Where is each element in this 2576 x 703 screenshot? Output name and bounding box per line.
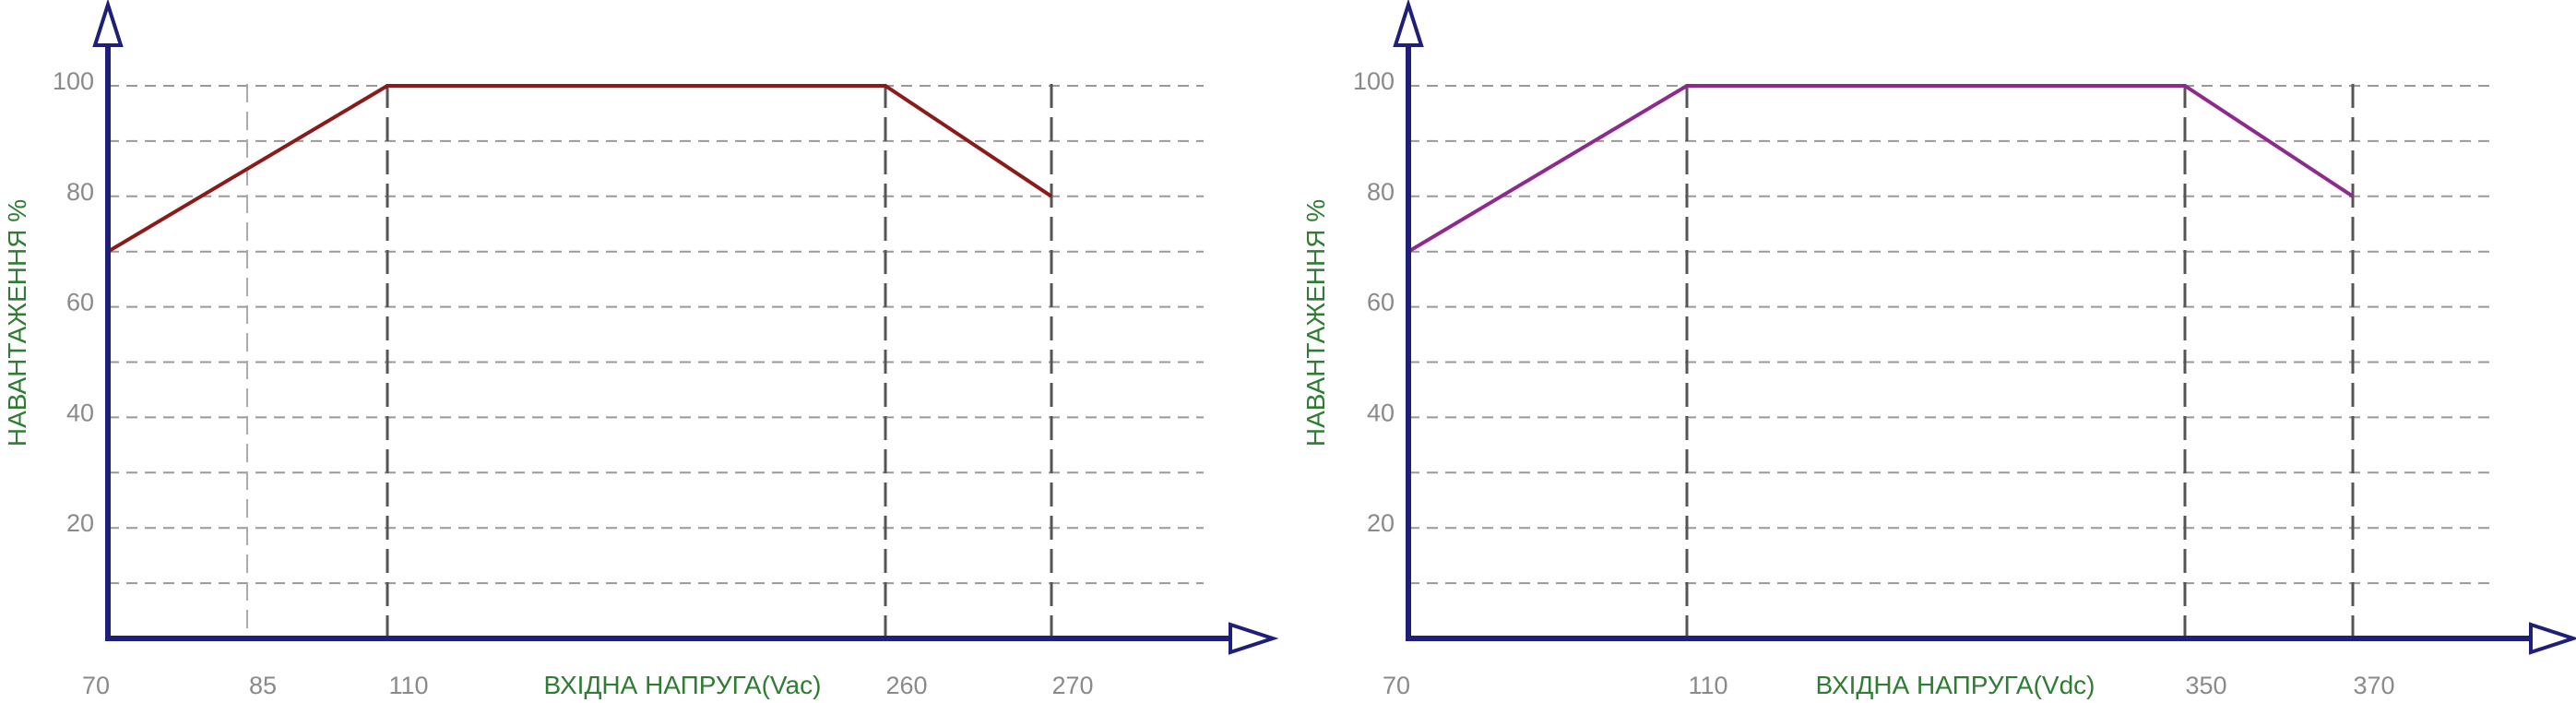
y-tick-label: 40 [1367,399,1395,426]
y-tick-label: 100 [53,67,94,95]
y-tick-label: 40 [66,399,94,426]
x-tick-label: 350 [2185,672,2226,699]
chart-dc-derating: 20 40 60 80 100 70 110 350 370 ВХІДНА НАПРУГА(Vdc… [1301,0,2576,699]
y-tick-label: 100 [1353,67,1395,95]
y-tick-label: 20 [1367,509,1395,537]
series-line [106,84,1053,254]
y-axis-title: НАВАНТАЖЕННЯ % [3,199,31,447]
x-axis-arrow [1229,622,1279,655]
y-tick-label: 60 [1367,289,1395,316]
x-tick-label: 70 [82,672,110,699]
x-axis-arrow [2529,622,2576,655]
y-tick-label: 80 [66,178,94,206]
x-tick-label: 85 [249,672,277,699]
y-axis-arrow [1393,0,1424,47]
x-axis-title: ВХІДНА НАПРУГА(Vac) [544,671,822,699]
x-axis-title: ВХІДНА НАПРУГА(Vdc) [1816,671,2095,699]
x-tick-label: 110 [1688,672,1727,699]
x-tick-label: 70 [1383,672,1410,699]
x-tick-label: 270 [1051,672,1093,699]
x-tick-label: 260 [885,672,927,699]
y-tick-label: 80 [1367,178,1395,206]
x-tick-label: 370 [2353,672,2394,699]
y-tick-label: 20 [66,509,94,537]
y-tick-label: 60 [66,289,94,316]
y-axis-arrow [92,0,124,47]
series-line [1407,84,2355,254]
x-tick-label: 110 [388,672,428,699]
y-axis-title: НАВАНТАЖЕННЯ % [1301,199,1330,447]
chart-ac-derating: 20 40 60 80 100 70 85 110 260 270 ВХІДНА НАПРУГА(V… [3,0,1279,699]
